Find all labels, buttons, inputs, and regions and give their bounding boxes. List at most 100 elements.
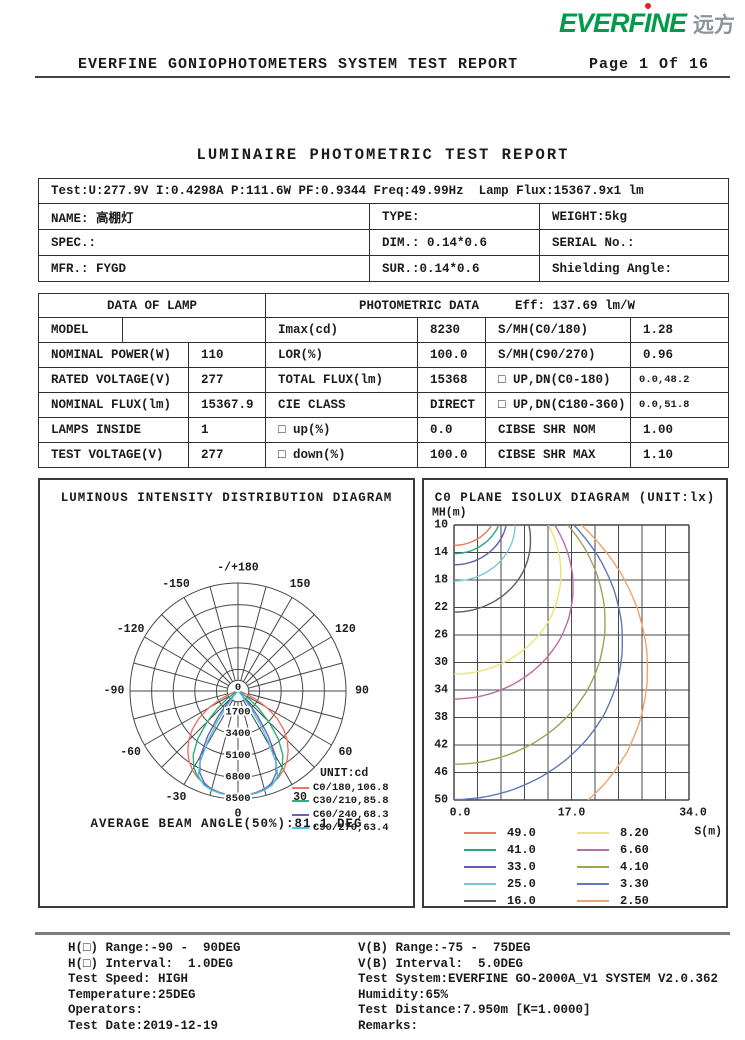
svg-text:-/+180: -/+180 <box>217 562 259 575</box>
svg-text:-30: -30 <box>166 791 187 804</box>
svg-text:0: 0 <box>235 808 242 821</box>
isolux-contour <box>454 525 516 582</box>
spec-cell: SPEC.: <box>38 229 370 256</box>
imax-label: Imax(cd) <box>265 317 419 343</box>
svg-text:22: 22 <box>434 601 448 614</box>
updn-c180-360-label: □ UP,DN(C180-360) <box>485 392 632 418</box>
photometric-data-table: DATA OF LAMP PHOTOMETRIC DATA Eff: 137.69… <box>37 293 730 468</box>
svg-text:42: 42 <box>434 739 448 752</box>
footer-line: Test System:EVERFINE GO-2000A_V1 SYSTEM … <box>358 972 719 986</box>
data-of-lamp-header: DATA OF LAMP <box>37 293 267 318</box>
isolux-contour <box>454 525 493 546</box>
footer-line: Remarks: <box>358 1018 419 1033</box>
lor-value: 100.0 <box>417 342 487 368</box>
cie-class-label: CIE CLASS <box>265 392 419 418</box>
footer-test-params-left: H(□) Range:-90 - 90DEG H(□) Interval: 1.0… <box>68 941 241 1034</box>
cibse-shr-nom-label: CIBSE SHR NOM <box>485 417 632 443</box>
cibse-shr-max-value: 1.10 <box>630 442 730 468</box>
legend-label: C90/270,63.4 <box>313 822 389 835</box>
svg-text:60: 60 <box>338 746 352 759</box>
weight-cell: WEIGHT:5kg <box>538 203 730 230</box>
legend-label: 41.0 <box>507 842 536 857</box>
logo-cjk-text: 远方 <box>693 13 735 37</box>
footer-line: Test Date:2019-12-19 <box>68 1018 219 1033</box>
isolux-contour <box>454 525 623 800</box>
report-header-title: EVERFINE GONIOPHOTOMETERS SYSTEM TEST RE… <box>78 56 519 73</box>
svg-text:1700: 1700 <box>225 707 250 719</box>
polar-chart-title: LUMINOUS INTENSITY DISTRIBUTION DIAGRAM <box>60 491 393 505</box>
average-beam-angle-caption: AVERAGE BEAM ANGLE(50%):81.1 DEG <box>90 817 363 831</box>
footer-line: V(B) Range:-75 - 75DEG <box>358 941 531 955</box>
legend-swatch <box>577 865 609 868</box>
legend-label: 2.50 <box>620 893 649 908</box>
lamps-inside-label: LAMPS INSIDE <box>38 417 189 443</box>
table-row: NOMINAL POWER(W) 110 LOR(%) 100.0 S/MH(C… <box>38 342 730 368</box>
svg-text:-60: -60 <box>120 746 141 759</box>
model-value <box>121 317 267 343</box>
legend-swatch <box>292 827 309 830</box>
polar-chart-legend: UNIT:cd C0/180,106.8 C30/210,85.8 C60/240,… <box>292 767 412 835</box>
legend-swatch <box>464 831 496 834</box>
table-row: LAMPS INSIDE 1 □ up(%) 0.0 CIBSE SHR NOM… <box>38 417 730 443</box>
updn-c180-360-value: 0.0,51.8 <box>630 392 730 418</box>
shielding-angle-cell: Shielding Angle: <box>538 255 730 282</box>
svg-text:3400: 3400 <box>225 728 250 740</box>
svg-text:-150: -150 <box>162 578 190 591</box>
legend-swatch <box>577 848 609 851</box>
isolux-contour <box>454 525 532 613</box>
footer-line: H(□) Range:-90 - 90DEG <box>68 941 241 955</box>
svg-text:S(m): S(m) <box>694 826 722 839</box>
legend-label: 33.0 <box>507 859 536 874</box>
rated-voltage-label: RATED VOLTAGE(V) <box>38 367 189 393</box>
svg-text:46: 46 <box>434 766 448 779</box>
isolux-chart-title: C0 PLANE ISOLUX DIAGRAM (UNIT:lx) <box>434 491 716 505</box>
svg-text:-120: -120 <box>117 623 145 636</box>
legend-label: 49.0 <box>507 825 536 840</box>
table-row: Test:U:277.9V I:0.4298A P:111.6W PF:0.93… <box>37 178 730 204</box>
total-flux-value: 15368 <box>417 367 487 393</box>
legend-swatch <box>577 899 609 902</box>
legend-swatch <box>464 848 496 851</box>
polar-series <box>197 690 279 797</box>
table-row: NAME: 高棚灯 TYPE: WEIGHT:5kg <box>38 203 730 230</box>
sur-cell: SUR.:0.14*0.6 <box>369 255 540 282</box>
test-voltage-label: TEST VOLTAGE(V) <box>38 442 189 468</box>
legend-entry: 3.30 <box>577 875 649 892</box>
svg-text:150: 150 <box>290 578 311 591</box>
svg-text:34.0: 34.0 <box>679 807 707 820</box>
legend-swatch <box>464 865 496 868</box>
legend-entry: 6.60 <box>577 841 649 858</box>
legend-entry: 49.0 <box>464 824 536 841</box>
efficacy-value: Eff: 137.69 lm/W <box>515 298 636 313</box>
svg-text:34: 34 <box>434 684 448 697</box>
dim-cell: DIM.: 0.14*0.6 <box>369 229 540 256</box>
svg-text:-90: -90 <box>104 685 125 698</box>
footer-line: Temperature:25DEG <box>68 987 196 1002</box>
luminous-intensity-panel: -/+180 150 -150 120 -120 90 -90 60 -60 30 -30 0 1700… <box>38 478 415 908</box>
name-cell: NAME: 高棚灯 <box>38 203 370 230</box>
report-title: LUMINAIRE PHOTOMETRIC TEST REPORT <box>196 146 570 164</box>
lor-label: LOR(%) <box>265 342 419 368</box>
logo-text-2: NE <box>650 8 687 38</box>
footer-line: Operators: <box>68 1003 144 1017</box>
table-row: TEST VOLTAGE(V) 277 □ down(%) 100.0 CIBS… <box>38 442 730 468</box>
svg-text:17.0: 17.0 <box>558 807 586 820</box>
photometric-data-header: PHOTOMETRIC DATA Eff: 137.69 lm/W <box>265 293 730 318</box>
legend-swatch <box>464 899 496 902</box>
legend-swatch <box>292 786 309 789</box>
svg-text:90: 90 <box>355 685 369 698</box>
page-indicator: Page 1 Of 16 <box>588 56 709 73</box>
isolux-legend-column-1: 49.0 41.0 33.0 25.0 16.0 <box>464 824 536 909</box>
isolux-chart: 10 14 18 22 26 30 34 38 42 46 500.0 17.0 34.0 MH(m) S(… <box>432 507 722 839</box>
table-row: MODEL Imax(cd) 8230 S/MH(C0/180) 1.28 <box>38 317 730 343</box>
nominal-power-label: NOMINAL POWER(W) <box>38 342 189 368</box>
cie-class-value: DIRECT <box>417 392 487 418</box>
legend-entry: 16.0 <box>464 892 536 909</box>
svg-text:120: 120 <box>335 623 356 636</box>
updn-c0-180-label: □ UP,DN(C0-180) <box>485 367 632 393</box>
footer-line: Humidity:65% <box>358 987 449 1002</box>
isolux-contour <box>454 525 574 700</box>
table-header-row: DATA OF LAMP PHOTOMETRIC DATA Eff: 137.69… <box>37 293 730 318</box>
svg-text:10: 10 <box>434 519 448 532</box>
svg-text:26: 26 <box>434 629 448 642</box>
